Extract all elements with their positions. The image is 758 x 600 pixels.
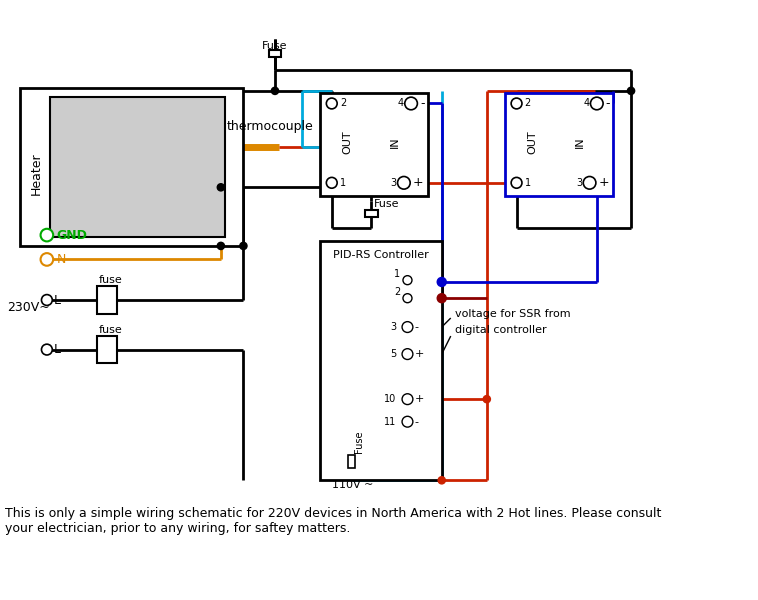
Circle shape <box>402 416 413 427</box>
Text: digital controller: digital controller <box>456 325 547 335</box>
Text: 11: 11 <box>384 417 396 427</box>
Text: 4: 4 <box>398 98 404 109</box>
Circle shape <box>405 97 418 110</box>
Text: 2: 2 <box>394 287 400 297</box>
Circle shape <box>583 176 596 189</box>
Text: 3: 3 <box>390 178 396 188</box>
Circle shape <box>437 277 446 286</box>
Text: Fuse: Fuse <box>374 199 399 209</box>
Circle shape <box>402 322 413 332</box>
Text: -: - <box>420 97 424 110</box>
Circle shape <box>327 178 337 188</box>
Circle shape <box>42 344 52 355</box>
Circle shape <box>438 476 446 484</box>
Circle shape <box>628 87 634 94</box>
Text: 3: 3 <box>576 178 582 188</box>
Text: +: + <box>415 349 424 359</box>
Text: 1: 1 <box>394 269 400 279</box>
Bar <box>505 92 613 196</box>
Circle shape <box>402 394 413 404</box>
Text: 110V ~: 110V ~ <box>332 480 373 490</box>
Text: 4: 4 <box>584 98 590 109</box>
Bar <box>20 88 243 246</box>
Text: IN: IN <box>390 136 400 148</box>
Circle shape <box>41 229 53 241</box>
Bar <box>320 92 428 196</box>
Text: OUT: OUT <box>527 130 537 154</box>
Text: 230V~: 230V~ <box>8 301 50 314</box>
Bar <box>97 286 117 314</box>
Text: Fuse: Fuse <box>354 431 364 453</box>
Text: -: - <box>415 322 418 332</box>
Text: -: - <box>606 97 610 110</box>
Circle shape <box>402 349 413 359</box>
Circle shape <box>511 178 522 188</box>
Text: fuse: fuse <box>99 275 123 285</box>
Text: PID-RS Controller: PID-RS Controller <box>333 250 428 260</box>
Circle shape <box>403 293 412 303</box>
Text: +: + <box>415 394 424 404</box>
Circle shape <box>511 98 522 109</box>
Bar <box>268 50 281 58</box>
Text: fuse: fuse <box>99 325 123 335</box>
Text: 10: 10 <box>384 394 396 404</box>
Text: Fuse: Fuse <box>262 41 288 51</box>
Text: L: L <box>54 293 61 307</box>
Circle shape <box>218 242 224 250</box>
Circle shape <box>403 275 412 284</box>
Text: This is only a simple wiring schematic for 220V devices in North America with 2 : This is only a simple wiring schematic f… <box>5 507 661 535</box>
Circle shape <box>271 87 278 94</box>
Circle shape <box>437 293 446 303</box>
Circle shape <box>41 253 53 266</box>
Text: -: - <box>415 417 418 427</box>
Bar <box>97 336 117 363</box>
Text: OUT: OUT <box>342 130 352 154</box>
Circle shape <box>590 97 603 110</box>
Text: thermocouple: thermocouple <box>227 119 314 133</box>
Circle shape <box>42 295 52 305</box>
Circle shape <box>483 395 490 403</box>
Text: voltage for SSR from: voltage for SSR from <box>456 310 571 319</box>
Text: Heater: Heater <box>30 152 42 195</box>
Text: L: L <box>54 343 61 356</box>
Text: 1: 1 <box>525 178 531 188</box>
Circle shape <box>327 98 337 109</box>
Text: GND: GND <box>57 229 88 242</box>
Circle shape <box>240 242 247 250</box>
Text: IN: IN <box>575 136 584 148</box>
Text: +: + <box>599 176 609 190</box>
Circle shape <box>218 184 224 191</box>
Bar <box>49 97 225 237</box>
Text: 3: 3 <box>390 322 396 332</box>
Circle shape <box>397 176 410 189</box>
Bar <box>348 455 356 467</box>
Text: 5: 5 <box>390 349 396 359</box>
Text: 2: 2 <box>340 98 346 109</box>
Text: 1: 1 <box>340 178 346 188</box>
Text: 2: 2 <box>525 98 531 109</box>
Text: N: N <box>57 253 66 266</box>
Text: +: + <box>413 176 424 190</box>
Bar <box>320 241 442 480</box>
Bar <box>365 210 377 217</box>
